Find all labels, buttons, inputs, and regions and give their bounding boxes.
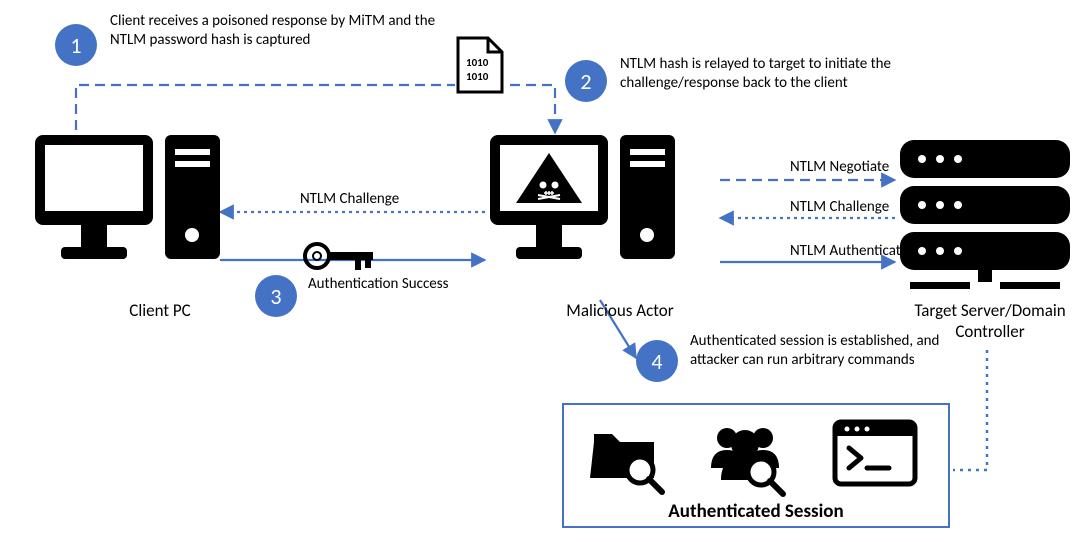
flow-label-negotiate: NTLM Negotiate bbox=[790, 158, 889, 176]
key-icon bbox=[305, 244, 373, 270]
session-title: Authenticated Session bbox=[562, 500, 950, 523]
target-label: Target Server/Domain Controller bbox=[900, 300, 1080, 342]
client-pc-icon bbox=[35, 135, 220, 259]
svg-text:1010: 1010 bbox=[466, 70, 489, 83]
step-2-text: NTLM hash is relayed to target to initia… bbox=[620, 55, 970, 93]
flow-target-to-session bbox=[953, 350, 987, 470]
step-1-num: 1 bbox=[70, 32, 81, 59]
flow-poisoned-response bbox=[76, 85, 455, 130]
svg-text:1010: 1010 bbox=[466, 56, 489, 69]
step-2-num: 2 bbox=[580, 68, 591, 95]
flow-label-challenge-left: NTLM Challenge bbox=[300, 190, 399, 208]
flow-label-challenge-right: NTLM Challenge bbox=[790, 198, 889, 216]
step-1-circle: 1 bbox=[55, 24, 97, 66]
client-label: Client PC bbox=[90, 300, 230, 321]
step-3-num: 3 bbox=[270, 283, 281, 310]
attacker-label: Malicious Actor bbox=[540, 300, 700, 321]
step-3-text: Authentication Success bbox=[308, 275, 478, 294]
step-4-circle: 4 bbox=[636, 340, 678, 382]
flow-label-authenticate: NTLM Authenticate bbox=[790, 242, 908, 260]
malicious-actor-icon bbox=[490, 135, 675, 259]
step-3-circle: 3 bbox=[255, 275, 297, 317]
step-1-text: Client receives a poisoned response by M… bbox=[110, 12, 470, 50]
step-2-circle: 2 bbox=[565, 60, 607, 102]
step-4-num: 4 bbox=[651, 348, 662, 375]
target-server-icon bbox=[900, 140, 1070, 289]
flow-hash-capture bbox=[510, 85, 555, 133]
